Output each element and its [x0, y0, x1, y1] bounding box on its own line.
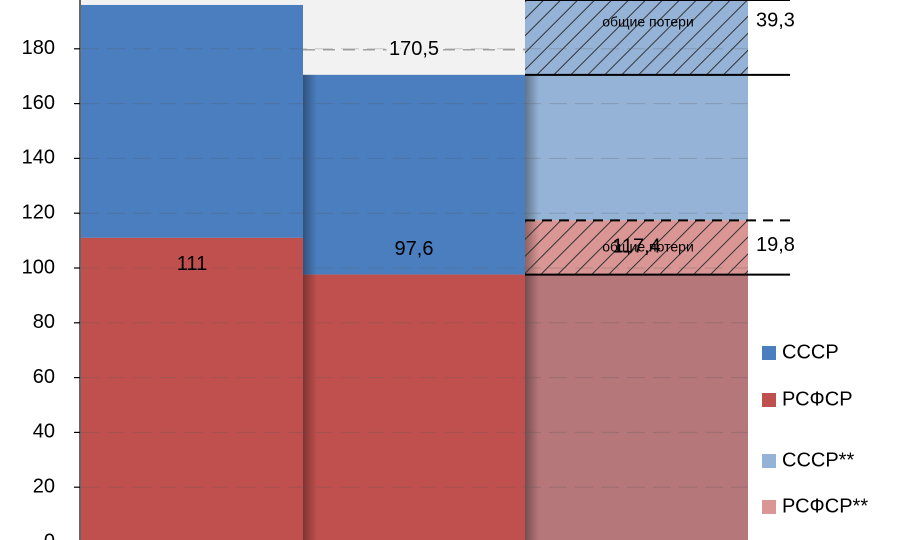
data-label-total-col2: 170,5: [389, 38, 439, 60]
y-tick-label: 120: [22, 201, 55, 223]
bar-rsfsr-projected: [525, 274, 748, 540]
loss-label-1: общие потери: [602, 14, 694, 30]
bar-ussr-2: [303, 74, 525, 275]
y-tick-label: 40: [33, 421, 55, 443]
y-tick-label: 0: [44, 530, 55, 540]
loss-hatch-1: [525, 0, 748, 75]
bar-ussr-1: [81, 4, 303, 238]
loss-hatch-2: [525, 220, 748, 275]
legend-swatch: [762, 346, 776, 360]
loss-label-2: общие потери: [602, 238, 694, 254]
legend-swatch: [762, 500, 776, 514]
bar-shadow-3: [525, 74, 539, 540]
y-tick-label: 200: [22, 0, 55, 4]
legend-label: РСФСР**: [782, 495, 868, 517]
bar-rsfsr-1: [81, 237, 303, 540]
legend-swatch: [762, 454, 776, 468]
y-tick-label: 140: [22, 147, 55, 169]
legend-swatch: [762, 393, 776, 407]
legend-label: СССР: [782, 341, 839, 363]
y-tick-label: 160: [22, 92, 55, 114]
legend-label: РСФСР: [782, 388, 853, 410]
data-label-col3: 117,4: [612, 236, 661, 258]
bar-rsfsr-2: [303, 274, 525, 540]
y-tick-label: 180: [22, 37, 55, 59]
loss-value-2: 19,8: [756, 234, 795, 256]
y-tick-label: 100: [22, 256, 55, 278]
y-tick-label: 60: [33, 366, 55, 388]
y-tick-label: 80: [33, 311, 55, 333]
loss-value-1: 39,3: [756, 9, 795, 31]
data-label-col1: 111: [177, 253, 207, 275]
legend-label: СССР**: [782, 449, 854, 471]
bar-shadow-2: [303, 74, 317, 540]
data-label-col2: 97,6: [395, 238, 434, 260]
y-tick-label: 20: [33, 475, 55, 497]
